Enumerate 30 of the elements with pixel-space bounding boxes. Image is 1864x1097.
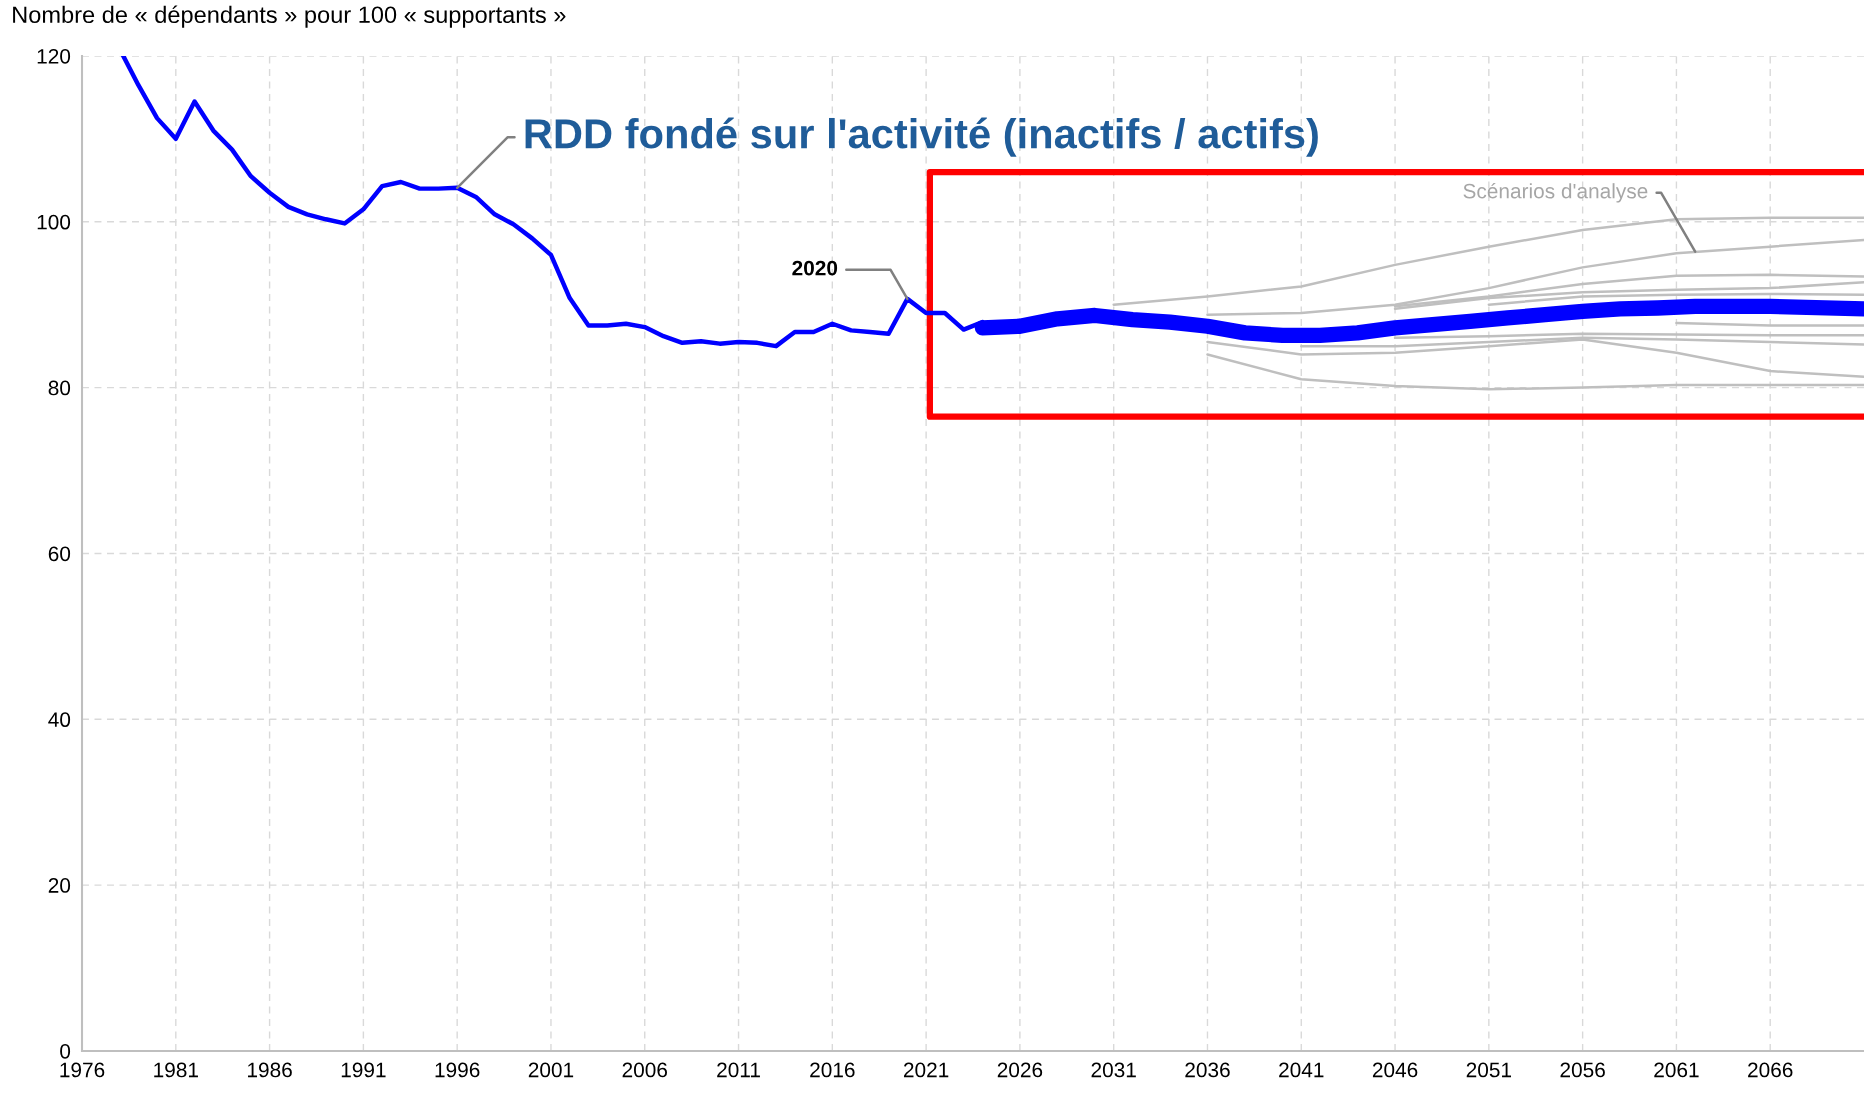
x-tick-label: 2031 (1091, 1062, 1136, 1078)
annotation: 2020 (792, 260, 838, 276)
y-tick-label: 40 (48, 712, 71, 728)
x-tick-label: 2016 (810, 1062, 855, 1078)
y-tick-label: 80 (48, 380, 71, 396)
x-tick-label: 2011 (717, 1062, 760, 1078)
y-axis-title: Nombre de « dépendants » pour 100 « supportants » (13, 5, 566, 28)
x-tick-label: 1996 (435, 1062, 480, 1078)
x-tick-label: 2006 (622, 1062, 668, 1078)
annotation: Scénarios d'analyse (1463, 182, 1648, 203)
x-tick-label: 2056 (1560, 1062, 1605, 1078)
x-tick-label: 1991 (341, 1062, 386, 1078)
y-tick-label: 100 (37, 214, 71, 230)
x-tick-label: 2061 (1654, 1062, 1699, 1078)
x-tick-label: 2041 (1279, 1062, 1324, 1078)
x-tick-label: 1986 (248, 1062, 292, 1078)
x-tick-label: 2036 (1185, 1062, 1230, 1078)
x-tick-label: 2021 (903, 1062, 949, 1078)
x-tick-label: 2026 (997, 1062, 1043, 1078)
x-tick-label: 2046 (1372, 1062, 1418, 1078)
y-tick-label: 0 (60, 1043, 71, 1059)
y-tick-label: 120 (37, 48, 71, 64)
x-tick-label: 2066 (1748, 1062, 1793, 1078)
annotation: RDD fondé sur l'activité (inactifs / actifs) (525, 117, 1318, 157)
y-tick-label: 60 (48, 546, 71, 562)
y-tick-label: 20 (48, 878, 71, 893)
x-tick-label: 1976 (60, 1062, 105, 1078)
x-tick-label: 2051 (1466, 1062, 1511, 1078)
x-tick-label: 2001 (528, 1062, 574, 1078)
x-tick-label: 1981 (154, 1062, 198, 1078)
